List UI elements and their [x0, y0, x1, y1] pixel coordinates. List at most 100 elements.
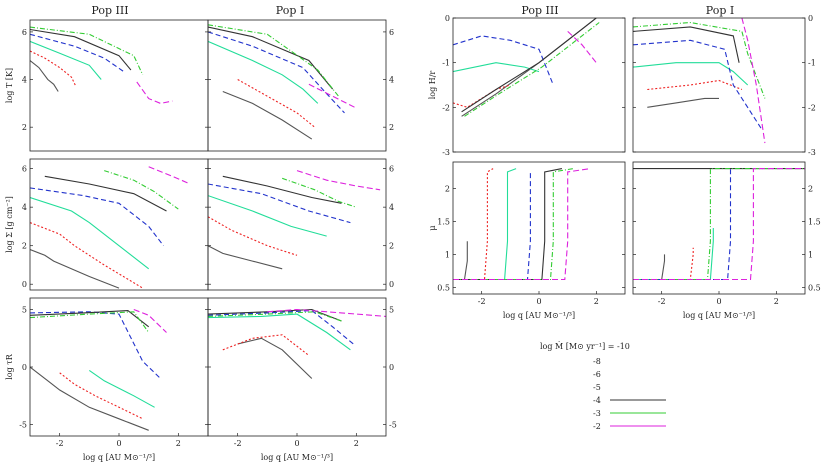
series-line--4 — [208, 308, 342, 322]
series-line--6 — [208, 313, 351, 351]
y-tick-label: 2 — [808, 184, 813, 193]
series-line--6 — [208, 40, 319, 104]
y-tick-label: -1 — [442, 59, 450, 68]
y-tick-label: 0 — [389, 280, 394, 289]
panel-frame — [29, 297, 209, 437]
series-line--5 — [208, 183, 351, 224]
series-line--2 — [267, 308, 386, 317]
series-group — [208, 24, 357, 140]
panel-frame — [207, 19, 387, 152]
series-line--8 — [633, 247, 694, 281]
y-tick-label: 2 — [389, 123, 394, 132]
panel-logHr_popIII: -3 -2 -1 0 log H/r — [428, 14, 626, 157]
panel-logT_popI: 2 4 6 — [207, 19, 394, 152]
series-line--10 — [453, 241, 468, 281]
series-line--5 — [453, 35, 554, 86]
panel-frame — [207, 297, 387, 437]
x-tick-label: 2 — [774, 297, 779, 306]
series-line--10 — [633, 254, 666, 281]
panel-logTau_popI: -5 0 5 -2 0 2 log q [AU M⊙⁻¹/³] — [207, 297, 397, 462]
x-tick-label: -2 — [234, 439, 242, 448]
series-line--2 — [633, 168, 805, 281]
y-tick-label: 6 — [22, 165, 27, 174]
series-line--6 — [633, 62, 749, 86]
left-col-title-popIII: Pop III — [91, 4, 128, 17]
y-tick-label: 2 — [445, 184, 450, 193]
y-tick-label: 2 — [22, 242, 27, 251]
x-tick-label: -2 — [478, 297, 486, 306]
series-line--3 — [282, 177, 357, 208]
y-axis-label: log τR — [5, 353, 14, 379]
series-line--10 — [30, 366, 149, 431]
series-line--2 — [741, 18, 766, 144]
series-line--10 — [208, 245, 283, 270]
x-tick-label: -2 — [56, 439, 64, 448]
y-tick-label: -1 — [808, 59, 816, 68]
series-line--2 — [148, 166, 191, 185]
series-line--4 — [461, 18, 597, 113]
legend-entry: -4 — [593, 396, 601, 405]
series-line--10 — [237, 337, 313, 379]
series-line--8 — [59, 372, 143, 420]
series-group — [30, 308, 167, 431]
series-line--3 — [208, 24, 339, 97]
y-tick-label: 1 — [445, 250, 450, 259]
x-tick-label: 0 — [116, 439, 121, 448]
panel-frame — [632, 161, 806, 295]
y-tick-label: -2 — [808, 103, 816, 112]
y-tick-label: 0 — [808, 14, 813, 23]
series-line--3 — [208, 311, 342, 322]
series-line--3 — [464, 22, 600, 117]
y-axis-label: log H/r — [428, 71, 437, 100]
panel-logSigma_popIII: 0 2 4 6 log Σ [g cm⁻²] — [5, 158, 209, 291]
series-line--5 — [208, 310, 354, 345]
series-group — [453, 168, 591, 281]
x-axis-label: log q [AU M⊙⁻¹/³] — [683, 311, 755, 320]
series-line--6 — [88, 369, 155, 408]
series-line--6 — [453, 62, 540, 73]
y-axis-label: log T [K] — [5, 68, 14, 103]
x-tick-label: 2 — [594, 297, 599, 306]
y-tick-label: -5 — [19, 421, 27, 430]
y-tick-label: 1.5 — [808, 217, 821, 226]
x-tick-label: 0 — [716, 297, 721, 306]
y-tick-label: 6 — [22, 28, 27, 37]
panel-logTau_popIII: -5 0 5 -2 0 2 log q [AU M⊙⁻¹/³] log τR — [5, 297, 209, 462]
series-line--4 — [208, 26, 334, 90]
y-tick-label: -2 — [442, 103, 450, 112]
x-tick-label: 0 — [294, 439, 299, 448]
y-tick-label: 0 — [22, 280, 27, 289]
series-line--8 — [453, 84, 511, 108]
right-col-title-popIII: Pop III — [521, 4, 558, 17]
x-axis-label: log q [AU M⊙⁻¹/³] — [503, 311, 575, 320]
series-group — [30, 26, 173, 104]
series-line--3 — [30, 311, 150, 333]
x-tick-label: 2 — [354, 439, 359, 448]
series-line--8 — [647, 79, 743, 91]
series-line--5 — [30, 311, 161, 379]
series-line--4 — [222, 175, 342, 204]
series-line--8 — [208, 216, 298, 256]
series-line--6 — [208, 195, 327, 237]
series-group — [208, 170, 381, 270]
panel-mu_popI: 0.5 1 1.5 2 -2 0 2 log q [AU M⊙⁻¹/³] — [632, 161, 821, 320]
y-axis-label: μ — [428, 225, 437, 230]
series-line--3 — [633, 168, 805, 281]
series-line--8 — [237, 79, 316, 128]
series-line--8 — [30, 50, 77, 87]
series-line--10 — [461, 18, 597, 117]
x-axis-label: log q [AU M⊙⁻¹/³] — [261, 453, 333, 462]
panel-logHr_popI: -3 -2 -1 0 — [632, 14, 816, 157]
y-tick-label: 4 — [389, 203, 394, 212]
panel-frame — [29, 19, 209, 152]
series-group — [633, 18, 766, 144]
y-tick-label: 0 — [389, 363, 394, 372]
y-tick-label: 0.5 — [808, 283, 821, 292]
series-line--10 — [30, 60, 59, 92]
y-tick-label: 2 — [389, 242, 394, 251]
series-line--10 — [30, 248, 120, 289]
panel-mu_popIII: 0.5 1 1.5 2 -2 0 2 log q [AU M⊙⁻¹/³] μ — [428, 161, 626, 320]
x-tick-label: 2 — [176, 439, 181, 448]
series-line--10 — [222, 90, 313, 140]
